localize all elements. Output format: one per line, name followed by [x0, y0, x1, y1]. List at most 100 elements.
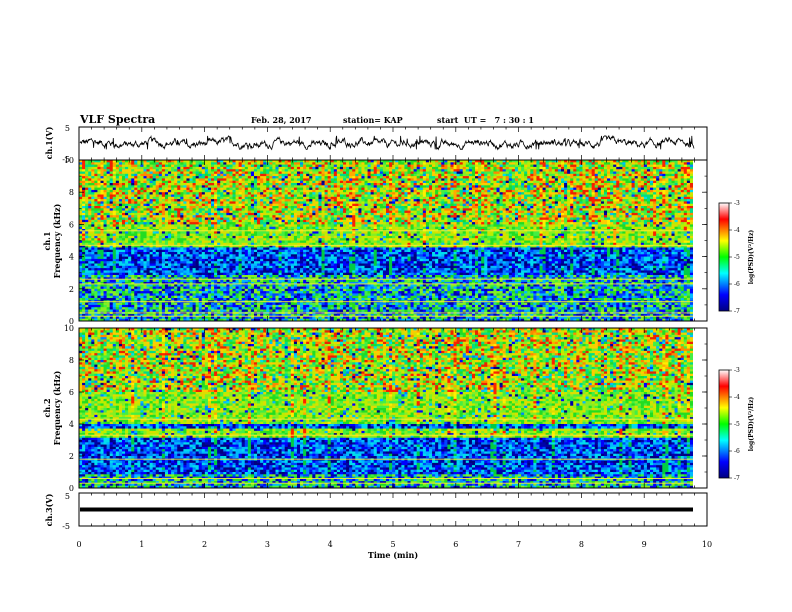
spectrogram-cell — [131, 176, 134, 179]
spectrogram-cell — [85, 201, 88, 204]
spectrogram-cell — [82, 316, 85, 319]
spectrogram-cell — [88, 176, 91, 179]
spectrogram-cell — [128, 247, 131, 250]
spectrogram-cell — [119, 227, 122, 230]
spectrogram-cell — [128, 305, 131, 308]
spectrogram-cell — [82, 215, 85, 218]
spectrogram-cell — [94, 254, 97, 257]
spectrogram-cell — [79, 181, 82, 184]
spectrogram-cell — [113, 167, 116, 170]
spectrogram-cell — [110, 224, 113, 227]
spectrogram-cell — [125, 176, 128, 179]
spectrogram-cell — [116, 307, 119, 310]
spectrogram-cell — [85, 224, 88, 227]
spectrogram-cell — [107, 250, 110, 253]
spectrogram-cell — [110, 183, 113, 186]
spectrogram-cell — [125, 296, 128, 299]
spectrogram-cell — [116, 192, 119, 195]
spectrogram-cell — [125, 310, 128, 313]
spectrogram-cell — [107, 227, 110, 230]
spectrogram-cell — [91, 252, 94, 255]
spectrogram-cell — [94, 192, 97, 195]
spectrogram-cell — [88, 206, 91, 209]
vlf-figure: VLF Spectra Feb. 28, 2017 station= KAP s… — [0, 0, 792, 612]
spectrogram-cell — [91, 183, 94, 186]
spectrogram-cell — [82, 293, 85, 296]
spectrogram-cell — [79, 316, 82, 319]
spectrogram-cell — [82, 252, 85, 255]
spectrogram-cell — [122, 224, 125, 227]
spectrogram-cell — [91, 195, 94, 198]
spectrogram-cell — [119, 169, 122, 172]
spectrogram-cell — [110, 234, 113, 237]
spectrogram-cell — [128, 172, 131, 175]
spectrogram-cell — [125, 188, 128, 191]
spectrogram-cell — [128, 241, 131, 244]
spectrogram-cell — [88, 270, 91, 273]
spectrogram-cell — [113, 261, 116, 264]
spectrogram-cell — [128, 204, 131, 207]
spectrogram-cell — [94, 197, 97, 200]
spectrogram-cell — [107, 162, 110, 165]
spectrogram-cell — [113, 275, 116, 278]
spectrogram-cell — [79, 291, 82, 294]
spectrogram-cell — [131, 174, 134, 177]
spectrogram-cell — [85, 284, 88, 287]
spectrogram-cell — [79, 204, 82, 207]
spectrogram-cell — [79, 192, 82, 195]
spectrogram-cell — [128, 275, 131, 278]
spectrogram-cell — [94, 289, 97, 292]
spectrogram-cell — [119, 220, 122, 223]
spectrogram-cell — [79, 211, 82, 214]
spectrogram-cell — [119, 234, 122, 237]
spectrogram-cell — [131, 261, 134, 264]
spectrogram-cell — [94, 316, 97, 319]
spectrogram-cell — [110, 181, 113, 184]
spectrogram-cell — [88, 195, 91, 198]
spectrogram-cell — [116, 190, 119, 193]
spectrogram-cell — [100, 275, 103, 278]
spectrogram-cell — [110, 195, 113, 198]
header-start-time: start UT = 7 : 30 : 1 — [437, 115, 534, 125]
spectrogram-cell — [116, 261, 119, 264]
spectrogram-cell — [97, 264, 100, 267]
spectrogram-cell — [88, 172, 91, 175]
spectrogram-cell — [91, 185, 94, 188]
spectrogram-cell — [91, 264, 94, 267]
spectrogram-cell — [85, 167, 88, 170]
spectrogram-cell — [110, 270, 113, 273]
spectrogram-cell — [85, 213, 88, 216]
spectrogram-cell — [94, 266, 97, 269]
spectrogram-cell — [104, 268, 107, 271]
spectrogram-cell — [107, 296, 110, 299]
spectrogram-cell — [91, 204, 94, 207]
spectrogram-cell — [82, 172, 85, 175]
spectrogram-cell — [125, 167, 128, 170]
spectrogram-cell — [97, 289, 100, 292]
spectrogram-cell — [116, 185, 119, 188]
spectrogram-cell — [82, 275, 85, 278]
spectrogram-cell — [119, 284, 122, 287]
spectrogram-cell — [122, 247, 125, 250]
spectrogram-cell — [94, 201, 97, 204]
spectrogram-cell — [110, 289, 113, 292]
spectrogram-cell — [82, 307, 85, 310]
spectrogram-cell — [97, 190, 100, 193]
spectrogram-cell — [94, 169, 97, 172]
spectrogram-cell — [107, 222, 110, 225]
spectrogram-cell — [88, 250, 91, 253]
spectrogram-cell — [104, 289, 107, 292]
spectrogram-cell — [131, 305, 134, 308]
spectrogram-cell — [113, 211, 116, 214]
spectrogram-cell — [79, 224, 82, 227]
spectrogram-cell — [110, 293, 113, 296]
spectrogram-cell — [110, 291, 113, 294]
spectrogram-cell — [116, 213, 119, 216]
spectrogram-cell — [119, 252, 122, 255]
spectrogram-cell — [110, 197, 113, 200]
spectrogram-cell — [79, 293, 82, 296]
spectrogram-cell — [131, 303, 134, 306]
spectrogram-cell — [97, 227, 100, 230]
spectrogram-cell — [88, 178, 91, 181]
spectrogram-cell — [131, 188, 134, 191]
